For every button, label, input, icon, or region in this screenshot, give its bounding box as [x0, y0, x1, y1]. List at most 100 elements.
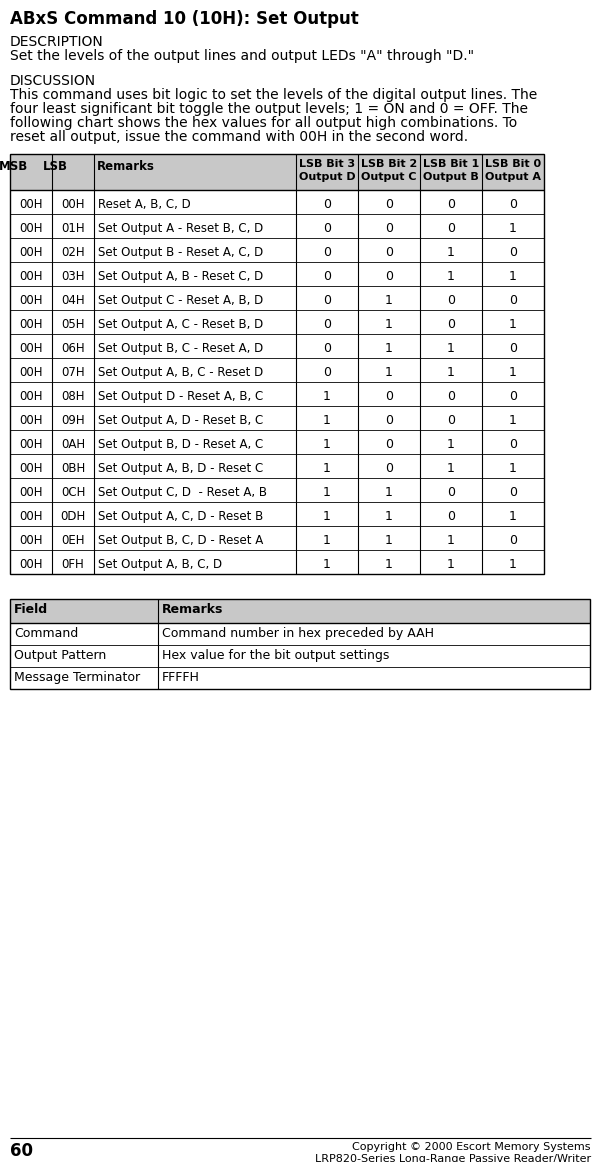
Text: FFFFH: FFFFH	[162, 670, 200, 684]
Text: 07H: 07H	[61, 366, 85, 379]
Text: 1: 1	[509, 318, 517, 331]
Text: 1: 1	[323, 510, 331, 523]
Text: 0: 0	[323, 366, 331, 379]
Text: 0: 0	[509, 438, 517, 451]
Text: 00H: 00H	[19, 270, 43, 284]
Text: 1: 1	[509, 222, 517, 235]
Text: 1: 1	[509, 414, 517, 426]
Text: 00H: 00H	[19, 558, 43, 571]
Text: 00H: 00H	[19, 294, 43, 307]
Text: 05H: 05H	[61, 318, 85, 331]
Text: 0: 0	[509, 390, 517, 403]
Text: 1: 1	[323, 486, 331, 498]
Bar	[10, 155, 544, 574]
Text: Output A: Output A	[485, 172, 541, 182]
Text: Set Output A, C, D - Reset B: Set Output A, C, D - Reset B	[98, 510, 263, 523]
Text: 0: 0	[323, 246, 331, 259]
Text: Message Terminator: Message Terminator	[14, 670, 140, 684]
Text: 00H: 00H	[19, 318, 43, 331]
Text: 0AH: 0AH	[61, 438, 85, 451]
Text: 0: 0	[385, 462, 393, 475]
Text: 0: 0	[323, 222, 331, 235]
Text: following chart shows the hex values for all output high combinations. To: following chart shows the hex values for…	[10, 116, 517, 130]
Text: 0: 0	[447, 510, 455, 523]
Text: 1: 1	[509, 366, 517, 379]
Text: Output B: Output B	[423, 172, 479, 182]
Text: 0: 0	[385, 438, 393, 451]
Text: 0: 0	[323, 318, 331, 331]
Text: 0CH: 0CH	[61, 486, 85, 498]
Text: 02H: 02H	[61, 246, 85, 259]
Text: 0: 0	[323, 198, 331, 211]
Text: Set Output A - Reset B, C, D: Set Output A - Reset B, C, D	[98, 222, 263, 235]
Text: LSB Bit 1: LSB Bit 1	[423, 159, 479, 168]
Text: 1: 1	[323, 558, 331, 571]
Text: 1: 1	[509, 510, 517, 523]
Text: 0: 0	[509, 535, 517, 547]
Text: 0: 0	[385, 198, 393, 211]
Text: 0: 0	[385, 414, 393, 426]
Text: 0BH: 0BH	[61, 462, 85, 475]
Text: Output D: Output D	[299, 172, 355, 182]
Text: 1: 1	[323, 535, 331, 547]
Text: LRP820-Series Long-Range Passive Reader/Writer: LRP820-Series Long-Range Passive Reader/…	[315, 1154, 591, 1162]
Text: Set Output B, C, D - Reset A: Set Output B, C, D - Reset A	[98, 535, 263, 547]
Text: 0: 0	[323, 342, 331, 356]
Text: 0: 0	[447, 414, 455, 426]
Text: LSB: LSB	[43, 160, 67, 173]
Text: Command: Command	[14, 627, 78, 640]
Text: Set Output A, B, C - Reset D: Set Output A, B, C - Reset D	[98, 366, 263, 379]
Text: 00H: 00H	[19, 366, 43, 379]
Text: 1: 1	[385, 318, 393, 331]
Text: 0: 0	[385, 270, 393, 284]
Text: Remarks: Remarks	[162, 603, 224, 616]
Text: 0DH: 0DH	[60, 510, 85, 523]
Text: Set Output B, D - Reset A, C: Set Output B, D - Reset A, C	[98, 438, 263, 451]
Text: 0: 0	[385, 246, 393, 259]
Text: 01H: 01H	[61, 222, 85, 235]
Text: 00H: 00H	[19, 462, 43, 475]
Text: Set Output A, C - Reset B, D: Set Output A, C - Reset B, D	[98, 318, 263, 331]
Text: 08H: 08H	[61, 390, 85, 403]
Text: 00H: 00H	[19, 486, 43, 498]
Text: 1: 1	[447, 366, 455, 379]
Text: 1: 1	[385, 342, 393, 356]
Text: 00H: 00H	[19, 414, 43, 426]
Text: 1: 1	[385, 510, 393, 523]
Text: 0: 0	[447, 294, 455, 307]
Text: 1: 1	[509, 558, 517, 571]
Text: Remarks: Remarks	[97, 160, 155, 173]
Text: Set Output D - Reset A, B, C: Set Output D - Reset A, B, C	[98, 390, 263, 403]
Text: 0: 0	[509, 294, 517, 307]
Text: 0: 0	[509, 198, 517, 211]
Text: 00H: 00H	[19, 342, 43, 356]
Text: Copyright © 2000 Escort Memory Systems: Copyright © 2000 Escort Memory Systems	[353, 1142, 591, 1152]
Text: Hex value for the bit output settings: Hex value for the bit output settings	[162, 650, 389, 662]
Text: 0EH: 0EH	[61, 535, 85, 547]
Text: MSB: MSB	[0, 160, 28, 173]
Text: 00H: 00H	[19, 198, 43, 211]
Text: 00H: 00H	[19, 222, 43, 235]
Text: Field: Field	[14, 603, 48, 616]
Text: 1: 1	[323, 462, 331, 475]
Bar	[10, 598, 590, 623]
Text: 0: 0	[447, 486, 455, 498]
Text: 06H: 06H	[61, 342, 85, 356]
Text: 0: 0	[447, 198, 455, 211]
Text: Output Pattern: Output Pattern	[14, 650, 106, 662]
Text: Set the levels of the output lines and output LEDs "A" through "D.": Set the levels of the output lines and o…	[10, 49, 474, 63]
Text: 0: 0	[323, 294, 331, 307]
Text: 1: 1	[447, 535, 455, 547]
Text: 60: 60	[10, 1142, 33, 1160]
Text: Set Output C - Reset A, B, D: Set Output C - Reset A, B, D	[98, 294, 263, 307]
Text: Reset A, B, C, D: Reset A, B, C, D	[98, 198, 191, 211]
Text: 0: 0	[385, 390, 393, 403]
Text: Set Output B - Reset A, C, D: Set Output B - Reset A, C, D	[98, 246, 263, 259]
Text: 1: 1	[447, 462, 455, 475]
Text: Set Output A, D - Reset B, C: Set Output A, D - Reset B, C	[98, 414, 263, 426]
Text: DESCRIPTION: DESCRIPTION	[10, 35, 104, 49]
Text: ABxS Command 10 (10H): Set Output: ABxS Command 10 (10H): Set Output	[10, 10, 359, 28]
Text: 00H: 00H	[61, 198, 85, 211]
Text: Set Output A, B - Reset C, D: Set Output A, B - Reset C, D	[98, 270, 263, 284]
Text: 1: 1	[385, 535, 393, 547]
